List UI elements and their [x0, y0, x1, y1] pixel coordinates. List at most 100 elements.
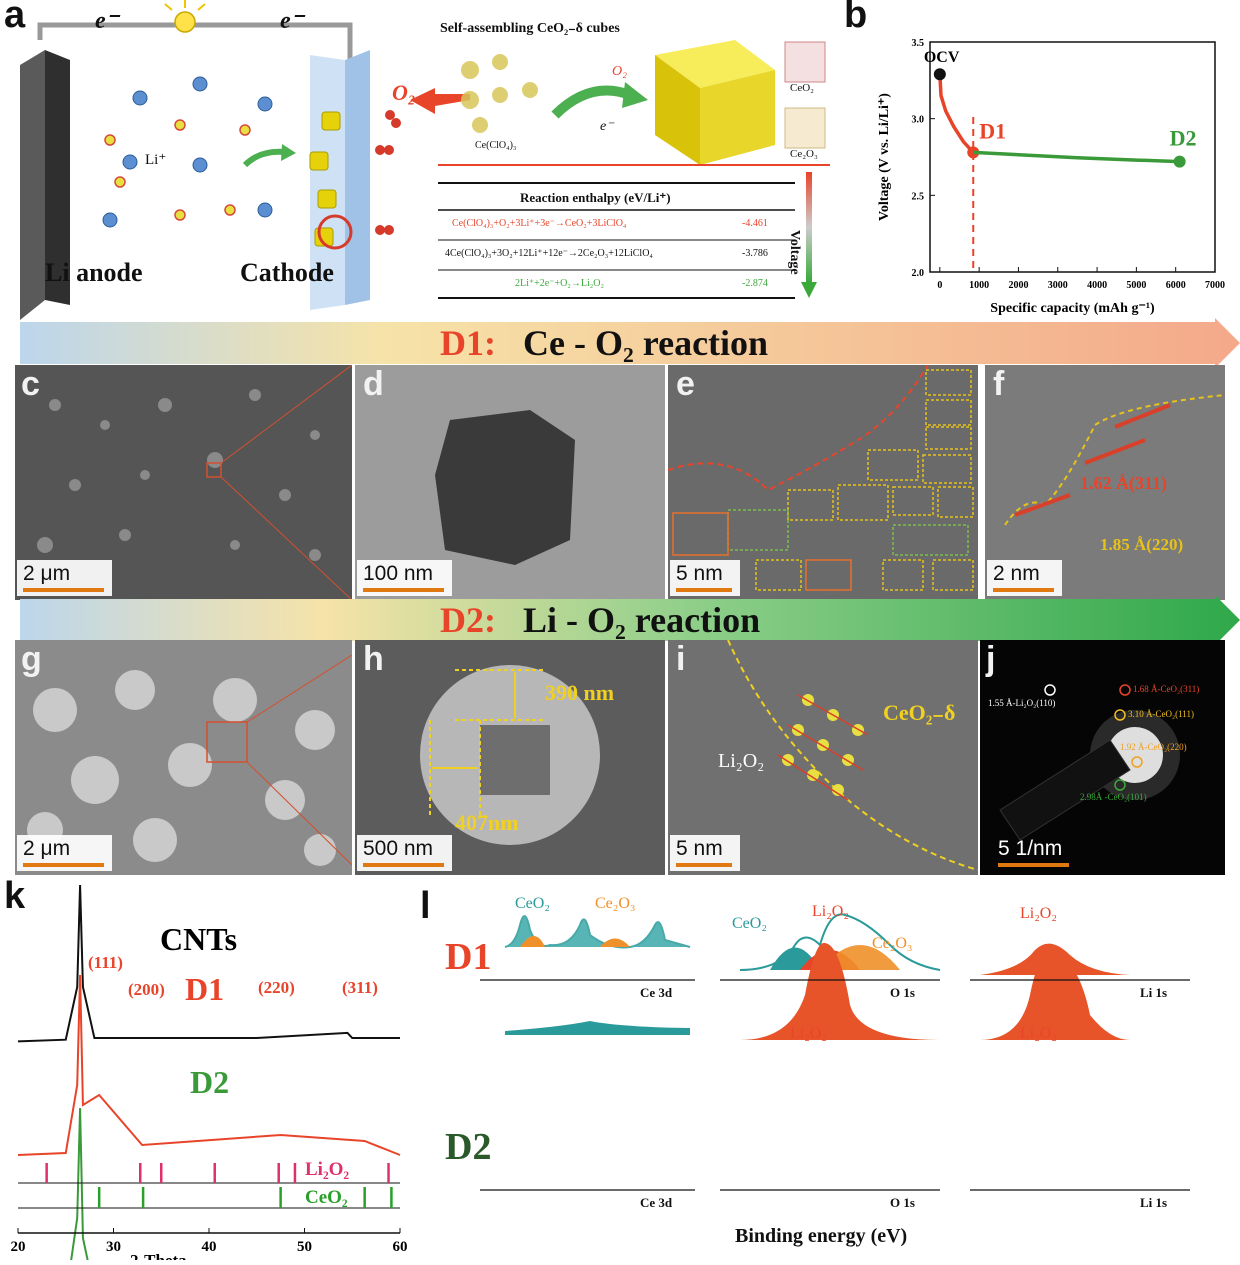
panel-l: l D1 D2 CeO₂ Ce₂O₃ CeO₂ Li₂O₂ Ce₂O₃ Li₂O…	[420, 875, 1240, 1260]
micro-panel-i: i CeO₂₋δ Li₂O₂ 5 nm	[668, 640, 978, 875]
ceo2-delta-label: CeO₂₋δ	[883, 700, 956, 725]
banner-d1: D1: Ce - O₂ reaction	[0, 318, 1240, 368]
xps-d2-o1s-li2o2-label: Li₂O₂	[790, 1025, 827, 1042]
micro-panel-e: e 5 nm	[668, 365, 978, 600]
scale-bar-i: 5 nm	[670, 835, 740, 871]
scheme-title: Self-assembling CeO₂₋δ cubes	[440, 21, 620, 36]
xps-ce3d-label-d1: Ce 3d	[640, 985, 673, 1000]
panel-a: a e⁻ e⁻ Li⁺ Li anode Cathode O₂ Self-ass…	[0, 0, 830, 325]
xps-li1s-label-d1: Li 1s	[1140, 985, 1168, 1000]
x-tick-label: 60	[393, 1239, 408, 1255]
xrd-series-d1	[17, 974, 401, 1156]
x-tick-label: 40	[202, 1239, 217, 1255]
x-tick-label: 5000	[1126, 280, 1146, 291]
panel-a-schematic	[20, 0, 830, 320]
x-tick-label: 20	[11, 1239, 26, 1255]
ceo2-label: CeO₂	[790, 82, 814, 94]
micro-panel-j: j 1.55 Å-Li₂O₂(110) 1.68 Å-CeO₂(311) 3.1…	[980, 640, 1225, 875]
electron-right-label: e⁻	[280, 8, 304, 34]
banner-d1-prefix: D1:	[440, 323, 496, 363]
panel-h-label: h	[363, 640, 384, 678]
cathode-label: Cathode	[240, 258, 334, 287]
dimension-407: 407nm	[455, 810, 519, 835]
reaction-row-1: Ce(ClO₄)₃+O₂+3Li⁺+3e⁻→CeO₂+3LiClO₄ -4.46…	[452, 218, 792, 229]
x-tick-label: 50	[297, 1239, 312, 1255]
x-tick-label: 0	[937, 280, 942, 291]
scale-bar-h: 500 nm	[357, 835, 452, 871]
xps-li1s-li2o2-label: Li₂O₂	[1020, 905, 1057, 922]
panel-l-label: l	[420, 885, 431, 927]
peak-label: (311)	[342, 978, 378, 997]
table-header: Reaction enthalpy (eV/Li⁺)	[520, 190, 671, 205]
series-end-point-d2	[1173, 155, 1186, 168]
y-tick-label: 3.5	[912, 38, 925, 49]
o2-label: O₂	[392, 80, 416, 105]
scale-bar-d: 100 nm	[357, 560, 452, 596]
series-line-d1	[938, 74, 975, 154]
xps-ce2o3-label: Ce₂O₃	[595, 895, 636, 912]
y-tick-label: 2.0	[912, 268, 925, 279]
d2-label: D2	[1170, 126, 1197, 151]
banner-d2: D2: Li - O₂ reaction	[0, 595, 1240, 645]
voltage-capacity-chart: 0 1000 2000 3000 4000 5000 6000 7000 2.0 2.5 3.0 3.…	[877, 38, 1225, 316]
ce2o3-label: Ce₂O₃	[790, 148, 818, 160]
xps-o1s-ceo2-label: CeO₂	[732, 915, 767, 932]
panel-a-label: a	[4, 0, 26, 36]
y-tick-label: 3.0	[912, 115, 925, 126]
xps-spectra	[480, 913, 1190, 1191]
e-label: e⁻	[600, 119, 614, 134]
series-line-d2	[973, 150, 1180, 164]
xps-xlabel: Binding energy (eV)	[735, 1225, 908, 1247]
panel-d-label: d	[363, 365, 384, 403]
scale-bar-c: 2 μm	[17, 560, 112, 596]
xrd-series-cnts	[17, 884, 400, 1043]
banner-d2-prefix: D2:	[440, 600, 496, 640]
voltage-arrow-label: Voltage	[787, 230, 802, 275]
panel-b-label: b	[844, 0, 868, 36]
scale-bar-j: 5 1/nm	[992, 835, 1077, 871]
micro-panel-d: d 100 nm	[355, 365, 665, 600]
xps-row-d2: D2	[445, 1126, 492, 1168]
xrd-series-d2	[69, 1107, 90, 1265]
dimension-390: 390 nm	[545, 680, 615, 705]
lattice-annotation-220: 1.85 Å(220)	[1100, 535, 1184, 554]
li2o2-label: Li₂O₂	[718, 750, 765, 772]
reaction-eq: Ce(ClO₄)₃+O₂+3Li⁺+3e⁻→CeO₂+3LiClO₄	[452, 218, 627, 229]
x-axis-label: Specific capacity (mAh g⁻¹)	[990, 301, 1155, 316]
reaction-eq: 4Ce(ClO₄)₃+3O₂+12Li⁺+12e⁻→2Ce₂O₃+12LiClO…	[445, 248, 653, 259]
reaction-value: -3.786	[742, 248, 768, 259]
x-tick-label: 3000	[1048, 280, 1068, 291]
micro-panel-f: f 1.62 Å(311) 1.85 Å(220) 2 nm	[985, 365, 1225, 600]
x-tick-label: 6000	[1166, 280, 1186, 291]
lattice-annotation-311: 1.62 Å(311)	[1080, 473, 1167, 493]
o2-small-label: O₂	[612, 64, 627, 79]
ring-ceo2-111: 3.10 Å-CeO₂(111)	[1128, 709, 1194, 719]
precursor-label: Ce(ClO₄)₃	[475, 140, 517, 151]
x-tick-label: 4000	[1087, 280, 1107, 291]
panel-g-label: g	[21, 640, 42, 678]
ring-ceo2-101: 2.98Å -CeO₂(101)	[1080, 792, 1147, 802]
xps-o1s-label-d1: O 1s	[890, 985, 915, 1000]
xps-o1s-ce2o3-label: Ce₂O₃	[872, 935, 913, 952]
peak-label: (111)	[88, 953, 123, 972]
x-tick-label: 1000	[969, 280, 989, 291]
reaction-eq: 2Li⁺+2e⁻+O₂→Li₂O₂	[515, 278, 604, 289]
ref-li2o2-label: Li₂O₂	[305, 1159, 349, 1180]
xps-row-d1: D1	[445, 936, 492, 978]
panel-b: b 0 1000 2000 3000 4000 5000 6000 7000 2.0 2.5 3.0…	[830, 0, 1240, 325]
d2-label: D2	[190, 1064, 229, 1100]
peak-label: (200)	[128, 980, 165, 999]
ocv-point	[933, 68, 946, 81]
plot-frame	[929, 41, 1216, 273]
xps-ce3d-label-d2: Ce 3d	[640, 1195, 673, 1210]
xps-li1s-label-d2: Li 1s	[1140, 1195, 1168, 1210]
panel-i-label: i	[676, 640, 686, 678]
ring-li2o2-110: 1.55 Å-Li₂O₂(110)	[988, 698, 1056, 708]
ceo2-cube-icon	[655, 40, 775, 165]
panel-f-label: f	[993, 365, 1005, 403]
micro-panel-h: h 390 nm 407nm 500 nm	[355, 640, 665, 875]
reaction-value: -4.461	[742, 218, 768, 229]
reaction-value: -2.874	[742, 278, 768, 289]
reaction-row-2: 4Ce(ClO₄)₃+3O₂+12Li⁺+12e⁻→2Ce₂O₃+12LiClO…	[445, 248, 785, 259]
x-tick-label: 2000	[1008, 280, 1028, 291]
